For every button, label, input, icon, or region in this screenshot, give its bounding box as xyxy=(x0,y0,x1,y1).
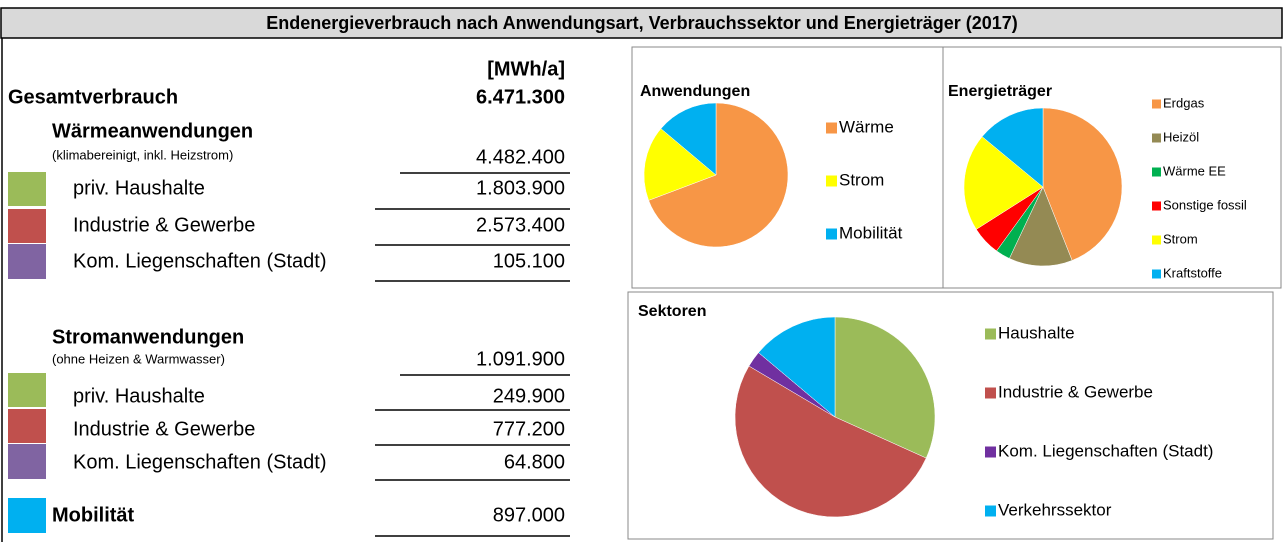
legend-swatch xyxy=(1152,167,1161,177)
color-key xyxy=(8,373,46,407)
section-title: Wärmeanwendungen xyxy=(52,120,253,142)
row-label: Kom. Liegenschaften (Stadt) xyxy=(73,250,326,272)
page-title: Endenergieverbrauch nach Anwendungsart, … xyxy=(266,13,1018,33)
pie-slice xyxy=(643,128,717,201)
row-value: 2.573.400 xyxy=(476,214,565,236)
legend-label: Verkehrssektor xyxy=(998,500,1112,519)
color-key xyxy=(8,209,46,243)
legend-swatch xyxy=(1152,201,1161,211)
row-value: 105.100 xyxy=(493,250,565,272)
section-value: 4.482.400 xyxy=(476,146,565,168)
chart-frame xyxy=(942,46,1282,289)
legend-label: Strom xyxy=(1163,231,1198,246)
row-label: priv. Haushalte xyxy=(73,177,205,199)
section-title: Mobilität xyxy=(52,504,135,526)
legend-swatch xyxy=(985,446,996,458)
legend-label: Erdgas xyxy=(1163,95,1205,110)
color-key xyxy=(8,172,46,206)
pie-slice xyxy=(758,316,836,418)
unit: [MWh/a] xyxy=(487,58,565,80)
color-key xyxy=(8,444,46,479)
section-value: 1.091.900 xyxy=(476,348,565,370)
legend-swatch xyxy=(826,122,837,134)
pie-slice xyxy=(834,316,936,459)
total-value: 6.471.300 xyxy=(476,86,565,108)
legend-swatch xyxy=(1152,269,1161,279)
section-note: (ohne Heizen & Warmwasser) xyxy=(52,351,225,366)
row-label: Kom. Liegenschaften (Stadt) xyxy=(73,451,326,473)
pie-slice xyxy=(660,102,717,176)
legend-swatch xyxy=(985,505,996,517)
row-label: Industrie & Gewerbe xyxy=(73,214,255,236)
legend-swatch xyxy=(1152,235,1161,245)
color-key xyxy=(8,244,46,279)
legend-swatch xyxy=(985,387,996,399)
chart-title: Energieträger xyxy=(948,83,1052,100)
section-note: (klimabereinigt, inkl. Heizstrom) xyxy=(52,147,233,162)
pie-slice xyxy=(648,102,789,248)
legend-label: Wärme xyxy=(839,117,894,136)
title-bar xyxy=(0,7,1283,39)
pie-slice xyxy=(981,107,1044,188)
row-label: priv. Haushalte xyxy=(73,385,205,407)
legend-swatch xyxy=(1152,133,1161,143)
legend-swatch xyxy=(826,228,837,240)
section-title: Stromanwendungen xyxy=(52,326,244,348)
chart-title: Anwendungen xyxy=(640,83,750,100)
legend-label: Sonstige fossil xyxy=(1163,197,1247,212)
legend-label: Wärme EE xyxy=(1163,163,1226,178)
pie-slice xyxy=(734,365,927,518)
color-key xyxy=(8,498,46,533)
row-value: 249.900 xyxy=(493,385,565,407)
row-value: 777.200 xyxy=(493,418,565,440)
section-value: 897.000 xyxy=(493,504,565,526)
color-key xyxy=(8,409,46,443)
legend-label: Industrie & Gewerbe xyxy=(998,382,1153,401)
legend-label: Heizöl xyxy=(1163,129,1199,144)
row-value: 64.800 xyxy=(504,451,565,473)
row-label: Industrie & Gewerbe xyxy=(73,418,255,440)
legend-swatch xyxy=(1152,99,1161,109)
table: [MWh/a] Gesamtverbrauch 6.471.300 Wärmea… xyxy=(8,58,570,537)
legend-swatch xyxy=(826,175,837,187)
legend-swatch xyxy=(985,328,996,340)
pie-slice xyxy=(1009,186,1073,267)
total-label: Gesamtverbrauch xyxy=(8,86,178,108)
legend-label: Strom xyxy=(839,170,884,189)
legend-label: Kom. Liegenschaften (Stadt) xyxy=(998,441,1213,460)
pie-slice xyxy=(1042,107,1123,261)
legend-label: Kraftstoffe xyxy=(1163,265,1222,280)
pie-slice xyxy=(963,136,1044,230)
legend-label: Mobilität xyxy=(839,223,903,242)
chart-title: Sektoren xyxy=(638,303,706,320)
chart-frame xyxy=(627,291,1274,540)
legend-label: Haushalte xyxy=(998,323,1075,342)
row-value: 1.803.900 xyxy=(476,177,565,199)
